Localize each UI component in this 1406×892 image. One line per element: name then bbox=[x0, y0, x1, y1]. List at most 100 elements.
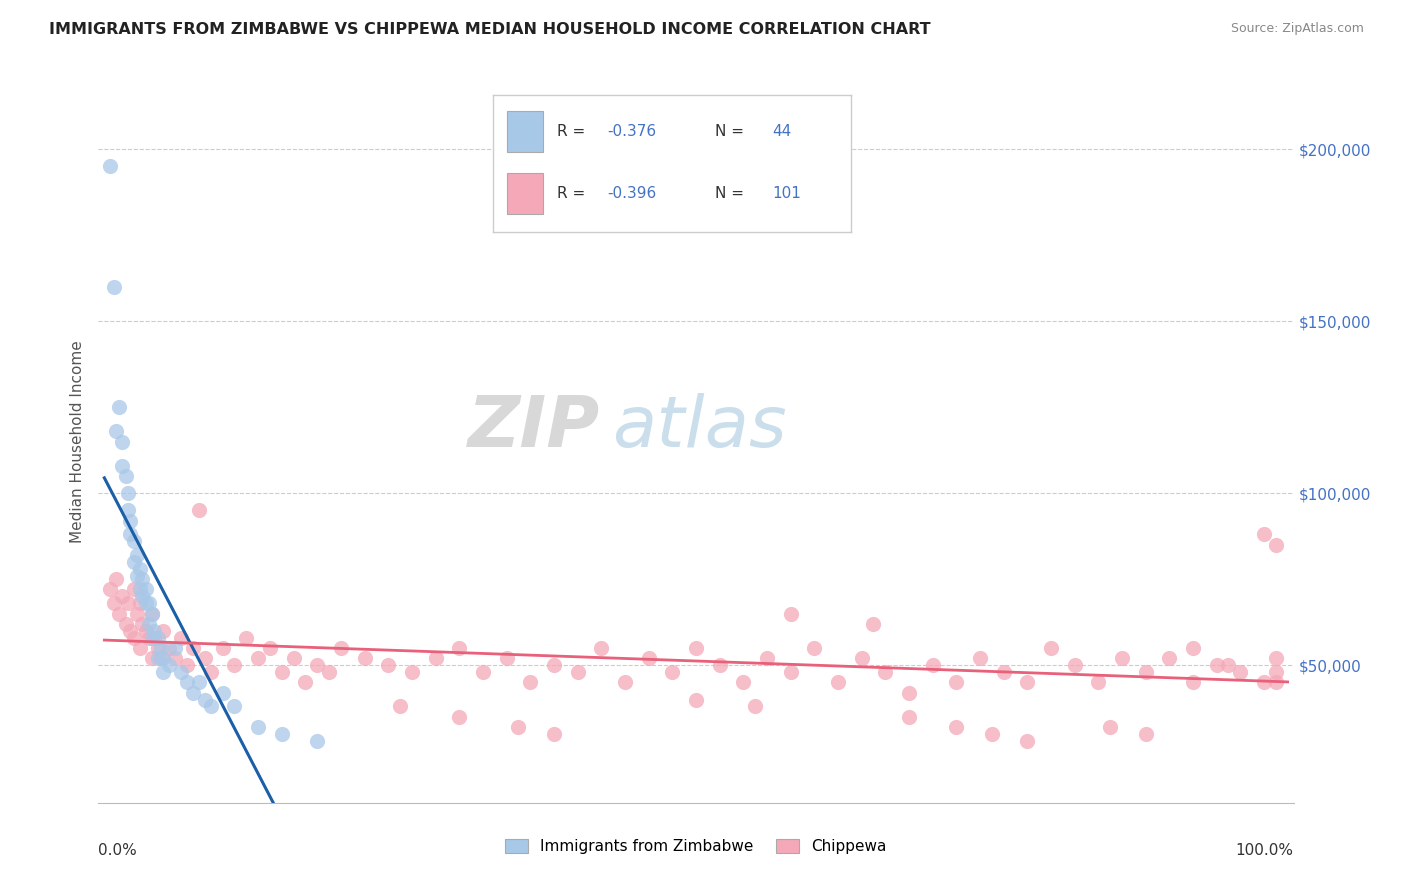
Point bbox=[779, 665, 801, 679]
Point bbox=[131, 616, 153, 631]
Point bbox=[235, 631, 257, 645]
Point bbox=[1253, 675, 1275, 690]
Point bbox=[188, 503, 211, 517]
Point bbox=[111, 434, 134, 449]
Point bbox=[181, 640, 204, 655]
Point bbox=[181, 686, 204, 700]
Point bbox=[131, 572, 153, 586]
Point bbox=[152, 624, 174, 638]
Point bbox=[709, 658, 731, 673]
Point bbox=[307, 658, 329, 673]
Point bbox=[993, 665, 1015, 679]
Point bbox=[103, 279, 125, 293]
Point bbox=[176, 675, 198, 690]
Point bbox=[128, 562, 150, 576]
Point bbox=[120, 514, 142, 528]
Point bbox=[128, 596, 150, 610]
Point bbox=[224, 658, 246, 673]
Point bbox=[945, 720, 967, 734]
Point bbox=[143, 631, 166, 645]
Point bbox=[105, 572, 128, 586]
Point bbox=[122, 582, 145, 597]
Point bbox=[637, 651, 659, 665]
Point bbox=[152, 665, 174, 679]
Point bbox=[1181, 675, 1204, 690]
Point bbox=[120, 527, 142, 541]
Point bbox=[543, 727, 565, 741]
Point bbox=[128, 582, 150, 597]
Point bbox=[897, 686, 920, 700]
Point bbox=[755, 651, 778, 665]
Point bbox=[141, 607, 163, 621]
Point bbox=[945, 675, 967, 690]
Point bbox=[270, 727, 292, 741]
Point bbox=[200, 699, 222, 714]
Point bbox=[111, 590, 134, 604]
Point bbox=[614, 675, 637, 690]
Point bbox=[141, 631, 163, 645]
Point bbox=[270, 665, 292, 679]
Point bbox=[107, 607, 129, 621]
Point bbox=[1017, 734, 1039, 748]
Point bbox=[98, 582, 121, 597]
Point bbox=[425, 651, 447, 665]
Point bbox=[1264, 538, 1286, 552]
Point bbox=[508, 720, 530, 734]
Point bbox=[138, 616, 160, 631]
Point bbox=[685, 692, 707, 706]
Point bbox=[98, 159, 121, 173]
Text: ZIP: ZIP bbox=[468, 392, 600, 461]
Point bbox=[1017, 675, 1039, 690]
Point bbox=[1087, 675, 1109, 690]
Point bbox=[114, 469, 136, 483]
Point bbox=[127, 568, 149, 582]
Point bbox=[472, 665, 495, 679]
Point bbox=[247, 720, 270, 734]
Point bbox=[1111, 651, 1133, 665]
Point bbox=[449, 710, 471, 724]
Point bbox=[165, 651, 187, 665]
Point bbox=[131, 590, 153, 604]
Point bbox=[194, 651, 217, 665]
Point bbox=[1063, 658, 1085, 673]
Point bbox=[127, 548, 149, 562]
Point bbox=[117, 486, 139, 500]
Point bbox=[114, 616, 136, 631]
Point bbox=[875, 665, 897, 679]
Point bbox=[1039, 640, 1062, 655]
Point bbox=[135, 596, 157, 610]
Point bbox=[294, 675, 316, 690]
Point bbox=[146, 651, 169, 665]
Point bbox=[779, 607, 801, 621]
Point bbox=[165, 640, 187, 655]
Point bbox=[1264, 665, 1286, 679]
Point bbox=[1205, 658, 1227, 673]
Point bbox=[176, 658, 198, 673]
Point bbox=[283, 651, 305, 665]
Point bbox=[803, 640, 825, 655]
Point bbox=[127, 607, 149, 621]
Point bbox=[143, 624, 166, 638]
Text: atlas: atlas bbox=[613, 392, 787, 461]
Point bbox=[543, 658, 565, 673]
Point bbox=[107, 400, 129, 414]
Point bbox=[449, 640, 471, 655]
Point bbox=[389, 699, 412, 714]
Point bbox=[1135, 665, 1157, 679]
Point bbox=[862, 616, 884, 631]
Point bbox=[122, 555, 145, 569]
Point bbox=[141, 651, 163, 665]
Point bbox=[401, 665, 423, 679]
Point bbox=[1159, 651, 1181, 665]
Point bbox=[247, 651, 270, 665]
Point bbox=[138, 631, 160, 645]
Point bbox=[157, 640, 180, 655]
Point bbox=[1264, 651, 1286, 665]
Point bbox=[851, 651, 873, 665]
Point bbox=[170, 631, 193, 645]
Point bbox=[1181, 640, 1204, 655]
Point bbox=[152, 651, 174, 665]
Point bbox=[157, 658, 180, 673]
Point bbox=[150, 651, 173, 665]
Point bbox=[330, 640, 353, 655]
